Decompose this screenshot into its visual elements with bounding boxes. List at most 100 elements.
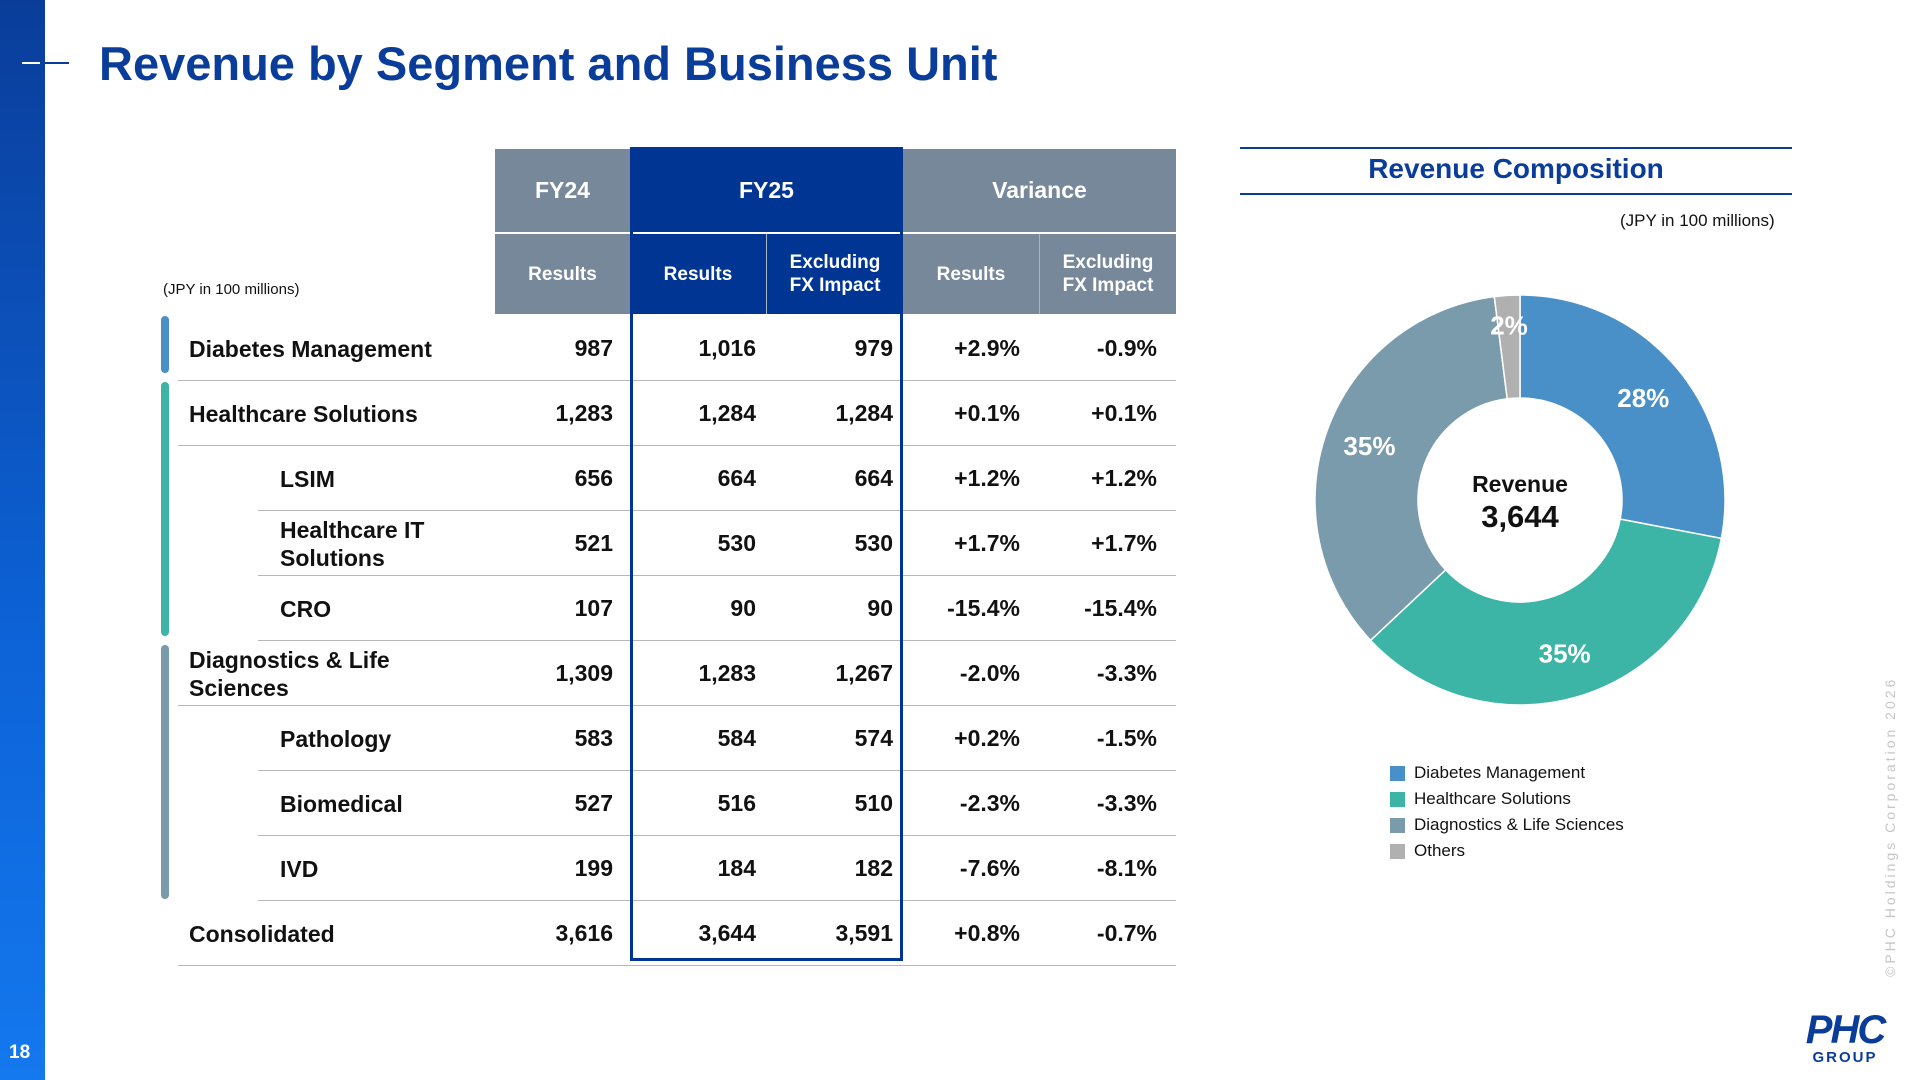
header-divider bbox=[766, 234, 767, 314]
donut-slice-diagnostics-life-sciences bbox=[1314, 295, 1509, 642]
table-row: Healthcare Solutions 1,283 1,284 1,284 +0.1%… bbox=[178, 381, 1176, 446]
cell-fy24: 199 bbox=[574, 855, 613, 881]
cell-var: +0.2% bbox=[954, 725, 1020, 751]
header-variance-results: Results bbox=[903, 234, 1039, 314]
copyright-text: ©PHC Holdings Corporation 2026 bbox=[1882, 676, 1898, 977]
cell-fy25-ex: 90 bbox=[867, 595, 893, 621]
cell-var-ex: -1.5% bbox=[1096, 725, 1157, 751]
row-label: Biomedical bbox=[280, 790, 403, 817]
row-label: Consolidated bbox=[189, 920, 335, 947]
legend-label: Diabetes Management bbox=[1414, 763, 1586, 782]
legend-item: Diagnostics & Life Sciences bbox=[1390, 812, 1624, 838]
legend-label: Diagnostics & Life Sciences bbox=[1414, 815, 1624, 834]
table-row: CRO 107 90 90 -15.4% -15.4% bbox=[178, 576, 1176, 641]
cell-var-ex: -15.4% bbox=[1084, 595, 1157, 621]
cell-fy25: 1,016 bbox=[698, 335, 756, 361]
row-divider bbox=[258, 770, 1176, 771]
legend-swatch bbox=[1390, 791, 1405, 807]
header-fy24-results: Results bbox=[495, 234, 630, 314]
row-divider bbox=[258, 900, 1176, 901]
cell-var: +1.7% bbox=[954, 530, 1020, 556]
row-label: IVD bbox=[280, 855, 319, 882]
cell-fy25-ex: 3,591 bbox=[835, 920, 893, 946]
cell-var: +1.2% bbox=[954, 465, 1020, 491]
cell-fy25-ex: 1,267 bbox=[835, 660, 893, 686]
cell-var: +2.9% bbox=[954, 335, 1020, 361]
legend-item: Others bbox=[1390, 838, 1624, 864]
legend-label: Healthcare Solutions bbox=[1414, 789, 1571, 808]
header-fy24: FY24 bbox=[495, 149, 630, 232]
cell-fy24: 107 bbox=[574, 595, 613, 621]
donut-center-value: 3,644 bbox=[1481, 499, 1559, 534]
legend-swatch bbox=[1390, 765, 1405, 781]
table-row: Healthcare IT Solutions 521 530 530 +1.7% +1.… bbox=[178, 511, 1176, 576]
table-row: LSIM 656 664 664 +1.2% +1.2% bbox=[178, 446, 1176, 511]
cell-fy25-ex: 182 bbox=[854, 855, 893, 881]
row-label: Healthcare Solutions bbox=[189, 400, 418, 427]
cell-var: -2.0% bbox=[959, 660, 1020, 686]
cell-fy25: 584 bbox=[717, 725, 756, 751]
cell-fy25-ex: 574 bbox=[854, 725, 893, 751]
legend-item: Healthcare Solutions bbox=[1390, 786, 1624, 812]
cell-fy24: 987 bbox=[574, 335, 613, 361]
row-label: Diagnostics & Life Sciences bbox=[189, 646, 390, 701]
cell-fy25: 1,283 bbox=[698, 660, 756, 686]
donut-slice-others bbox=[1493, 294, 1521, 400]
cell-fy25-ex: 979 bbox=[854, 335, 893, 361]
cell-fy25-ex: 530 bbox=[854, 530, 893, 556]
title-accent-line bbox=[22, 62, 40, 64]
row-divider bbox=[178, 965, 1176, 966]
segment-bar-diagnostics bbox=[161, 645, 169, 899]
composition-title: Revenue Composition bbox=[1368, 153, 1664, 184]
page-number: 18 bbox=[9, 1042, 31, 1063]
cell-var-ex: +0.1% bbox=[1091, 400, 1157, 426]
cell-fy25: 664 bbox=[717, 465, 756, 491]
title-accent-line bbox=[45, 62, 69, 64]
cell-fy24: 656 bbox=[574, 465, 613, 491]
table-row: Consolidated 3,616 3,644 3,591 +0.8% -0.7% bbox=[178, 901, 1176, 966]
row-label: Diabetes Management bbox=[189, 335, 432, 362]
cell-fy24: 1,309 bbox=[555, 660, 613, 686]
cell-fy25: 516 bbox=[717, 790, 756, 816]
row-label: Pathology bbox=[280, 725, 392, 752]
page-title: Revenue by Segment and Business Unit bbox=[99, 37, 998, 90]
donut-slice-label: 2% bbox=[1490, 310, 1528, 340]
cell-var-ex: +1.7% bbox=[1091, 530, 1157, 556]
cell-fy25-ex: 510 bbox=[854, 790, 893, 816]
cell-var: -7.6% bbox=[959, 855, 1020, 881]
legend-swatch bbox=[1390, 843, 1405, 859]
side-accent-bar bbox=[0, 0, 45, 1080]
cell-fy24: 583 bbox=[574, 725, 613, 751]
cell-var-ex: -3.3% bbox=[1096, 660, 1157, 686]
header-divider bbox=[1039, 234, 1040, 314]
cell-fy24: 521 bbox=[574, 530, 613, 556]
composition-unit-note: (JPY in 100 millions) bbox=[1620, 211, 1775, 230]
donut-slice-label: 35% bbox=[1539, 639, 1591, 669]
header-variance: Variance bbox=[903, 149, 1176, 232]
donut-slice-diabetes-management bbox=[1519, 294, 1726, 540]
table-unit-note: (JPY in 100 millions) bbox=[163, 281, 300, 298]
header-fy25-results: Results bbox=[630, 234, 766, 314]
row-divider bbox=[258, 510, 1176, 511]
row-divider bbox=[258, 835, 1176, 836]
row-divider bbox=[258, 575, 1176, 576]
row-label: CRO bbox=[280, 595, 332, 622]
segment-bar-diabetes bbox=[161, 316, 169, 373]
header-fy25: FY25 bbox=[630, 149, 903, 232]
legend-item: Diabetes Management bbox=[1390, 760, 1624, 786]
cell-fy24: 1,283 bbox=[555, 400, 613, 426]
chart-legend: Diabetes Management Healthcare Solutions D… bbox=[1390, 760, 1624, 864]
cell-fy25: 1,284 bbox=[698, 400, 756, 426]
cell-var: -15.4% bbox=[947, 595, 1020, 621]
donut-slice-label: 35% bbox=[1343, 431, 1395, 461]
cell-var-ex: -0.9% bbox=[1096, 335, 1157, 361]
cell-fy24: 527 bbox=[574, 790, 613, 816]
cell-fy25: 90 bbox=[730, 595, 756, 621]
table-row: Biomedical 527 516 510 -2.3% -3.3% bbox=[178, 771, 1176, 836]
row-divider bbox=[178, 445, 1176, 446]
cell-fy25: 184 bbox=[717, 855, 756, 881]
table-row: Diagnostics & Life Sciences 1,309 1,283 1,2… bbox=[178, 641, 1176, 706]
phc-group-logo: PHC GROUP bbox=[1805, 1008, 1886, 1066]
cell-fy25-ex: 1,284 bbox=[835, 400, 893, 426]
cell-fy24: 3,616 bbox=[555, 920, 613, 946]
